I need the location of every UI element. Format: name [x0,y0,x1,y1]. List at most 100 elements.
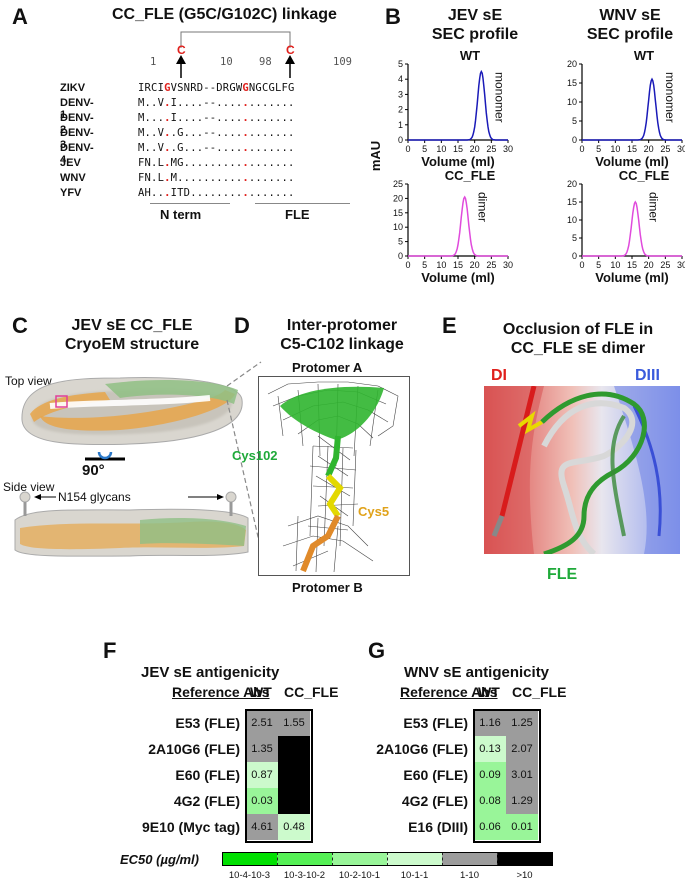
seq-segment-gap: .. [203,187,217,199]
seq-segment-gap: -- [203,142,217,154]
peak-label: dimer [476,192,490,222]
legend-divider [277,852,278,866]
y-tick-label: 3 [398,89,403,99]
linkage-bracket [176,31,295,78]
seq-segment-n: M... [138,112,165,124]
legend-label: 10-1-1 [400,870,429,881]
peak-label: dimer [646,192,660,222]
legend-swatch [387,852,443,866]
x-tick-label: 15 [627,260,637,270]
x-tick-label: 30 [503,144,513,154]
antibody-label: 4G2 (FLE) [401,793,468,809]
species-label: YFV [60,187,82,199]
heatmap-cell-wt: 1.35 [246,736,278,762]
x-tick-label: 20 [470,144,480,154]
antibody-label: E53 (FLE) [175,715,240,731]
seq-segment-g1: . [164,187,171,199]
antibody-label: E60 (FLE) [175,767,240,783]
seq-segment-gap: -- [203,97,217,109]
x-tick-label: 20 [644,260,654,270]
seq-segment-c: DRGW [216,82,243,94]
x-axis-label: Volume (ml) [595,270,668,285]
sequence: M..V..G...--............ [138,142,295,154]
legend-label: >10 [516,870,533,881]
heatmap-cell-wt: 2.51 [246,710,278,736]
seq-segment-g1: . [164,127,171,139]
seq-segment-g2: . [242,157,249,169]
top-view-label: Top view [5,374,52,388]
legend-frame [222,852,552,866]
legend-label: 10-4-10-3 [228,870,271,881]
side-view-label: Side view [3,480,55,494]
x-tick-label: 5 [596,260,601,270]
panel-label-d: D [234,313,250,338]
seq-segment-c: .... [216,97,243,109]
seq-segment-n: FN.L [138,172,165,184]
legend-divider [442,852,443,866]
di-label: DI [491,367,507,384]
y-tick-label: 15 [567,197,577,207]
heatmap-frame [473,709,541,843]
x-tick-label: 20 [644,144,654,154]
seq-segment-gap: -- [203,127,217,139]
seq-segment-n2: .G... [170,142,204,154]
antibody-label: 4G2 (FLE) [173,793,240,809]
y-tick-label: 5 [572,233,577,243]
seq-segment-n2: MG... [170,157,204,169]
sequence: FN.L.M.................. [138,172,295,184]
heatmap-cell-cc [278,736,310,762]
nterm-underline [150,203,230,204]
heatmap-cell-cc: 1.25 [506,710,538,736]
seq-segment-gap: -- [203,82,217,94]
pos-98: 98 [259,56,272,68]
legend-swatch [442,852,498,866]
legend-swatch [497,852,553,866]
antibody-label: 9E10 (Myc tag) [141,819,240,835]
sequence: IRCIGVSNRD--DRGWGNGCGLFG [138,82,295,94]
sec-trace-wt [582,77,682,141]
seq-segment-c: .... [216,142,243,154]
x-tick-label: 0 [405,260,410,270]
peak-label: monomer [492,72,506,123]
heatmap-cell-wt: 0.03 [246,788,278,814]
antibody-label: 2A10G6 (FLE) [376,741,468,757]
series-label: CC_FLE [445,168,496,183]
panel-e-title: Occlusion of FLE in CC_FLE sE dimer [502,321,654,357]
sec-trace-cc_fle [408,195,508,257]
peak-label: monomer [663,72,677,123]
species-label: WNV [60,172,86,184]
y-tick-label: 5 [572,116,577,126]
x-tick-label: 10 [436,260,446,270]
y-tick-label: 0 [572,135,577,145]
wt-header: WT [250,684,272,700]
y-tick-label: 15 [567,78,577,88]
x-tick-label: 30 [677,144,685,154]
cc-fle-header: CC_FLE [512,684,567,700]
seq-segment-c: .... [216,187,243,199]
x-tick-label: 0 [579,144,584,154]
wnv-sec-title: WNV sE SEC profile [586,7,674,43]
heatmap-cell-cc: 1.29 [506,788,538,814]
seq-segment-g1: . [164,142,171,154]
antibody-label: E16 (DIII) [408,819,468,835]
seq-segment-g1: . [164,157,171,169]
x-tick-label: 20 [470,260,480,270]
seq-segment-n: FN.L [138,157,165,169]
species-label: DENV-3 [60,127,94,151]
seq-segment-n: M..V [138,127,165,139]
x-tick-label: 15 [453,144,463,154]
heatmap-cell-cc: 3.01 [506,762,538,788]
panel-label-g: G [368,638,386,663]
rotation-label: 90° [82,462,105,479]
seq-segment-c: .... [216,157,243,169]
pos-109: 109 [333,56,352,68]
panel-label-f: F [103,638,117,663]
y-tick-label: 2 [398,105,403,115]
y-tick-label: 25 [393,179,403,189]
seq-segment-g1: . [164,97,171,109]
legend-divider [332,852,333,866]
x-tick-label: 25 [660,144,670,154]
sequence: AH...ITD................ [138,187,295,199]
cc-fle-header: CC_FLE [284,684,339,700]
heatmap-cell-cc [278,762,310,788]
